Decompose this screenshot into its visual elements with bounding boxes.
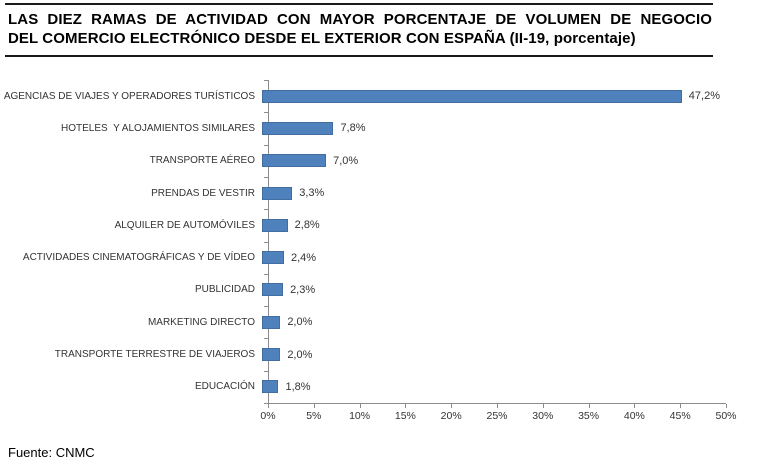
value-label: 2,3%: [290, 283, 316, 296]
category-label: TRANSPORTE TERRESTRE DE VIAJEROS: [54, 349, 255, 361]
x-axis-tick-label: 30%: [532, 409, 554, 422]
value-label: 3,3%: [299, 187, 325, 200]
bar-area: 7,0%: [262, 145, 720, 177]
value-label: 7,8%: [340, 122, 366, 135]
y-axis-tick: [264, 273, 268, 275]
chart-row: ALQUILER DE AUTOMÓVILES 2,8%: [0, 209, 760, 241]
x-axis-tick: [497, 403, 498, 408]
y-axis-line: [264, 80, 269, 404]
value-label: 2,4%: [290, 251, 317, 264]
x-axis-tick: [726, 403, 727, 408]
y-axis-tick: [264, 306, 268, 308]
category-label: PUBLICIDAD: [194, 284, 255, 296]
y-axis-tick: [264, 241, 268, 243]
category-label: AGENCIAS DE VIAJES Y OPERADORES TURÍSTIC…: [3, 90, 255, 102]
plot-rows: AGENCIAS DE VIAJES Y OPERADORES TURÍSTIC…: [0, 80, 760, 404]
x-axis-tick: [268, 403, 269, 408]
x-axis-tick: [680, 403, 682, 408]
x-axis-tick-label: 35%: [578, 409, 600, 422]
bar-area: 1,8%: [262, 371, 720, 403]
x-axis-tick: [313, 403, 315, 408]
y-axis-tick: [264, 403, 268, 404]
bar: [262, 251, 284, 265]
bar: [262, 89, 682, 103]
x-axis-tick-label: 20%: [440, 409, 462, 422]
x-axis-tick: [588, 403, 590, 408]
y-axis-tick: [264, 176, 268, 178]
chart-row: PUBLICIDAD 2,3%: [0, 274, 760, 306]
x-axis-tick-label: 40%: [623, 409, 645, 422]
bar: [262, 186, 293, 200]
chart-row: MARKETING DIRECTO 2,0%: [0, 306, 760, 338]
value-label: 2,0%: [287, 348, 313, 361]
x-axis-tick: [542, 403, 544, 408]
bar: [262, 283, 284, 297]
y-axis-tick: [264, 80, 268, 81]
value-label: 47,2%: [688, 90, 720, 103]
x-axis-tick-label: 15%: [394, 409, 416, 422]
bar-area: 7,8%: [262, 112, 720, 144]
category-label: PRENDAS DE VESTIR: [151, 187, 255, 199]
chart-title-line-1: LAS DIEZ RAMAS DE ACTIVIDAD CON MAYOR PO…: [8, 11, 712, 28]
y-axis-tick: [264, 112, 268, 114]
bar-area: 2,0%: [262, 338, 720, 370]
bar: [262, 315, 281, 329]
x-axis: 0% 5% 10% 15% 20% 25% 30% 35% 40% 45% 50%: [260, 402, 737, 426]
value-label: 1,8%: [285, 380, 311, 393]
y-axis-tick: [264, 144, 268, 146]
bar-chart: AGENCIAS DE VIAJES Y OPERADORES TURÍSTIC…: [0, 80, 760, 426]
x-axis-tick-label: 45%: [669, 409, 691, 422]
x-axis-tick-label: 25%: [486, 409, 508, 422]
x-axis-tick: [451, 403, 453, 408]
bar-area: 2,0%: [262, 306, 720, 338]
chart-row: TRANSPORTE TERRESTRE DE VIAJEROS 2,0%: [0, 338, 760, 370]
y-axis-tick: [264, 209, 268, 211]
chart-row: HOTELES Y ALOJAMIENTOS SIMILARES 7,8%: [0, 112, 760, 144]
bar: [262, 121, 334, 135]
bar-area: 3,3%: [262, 177, 720, 209]
category-label: MARKETING DIRECTO: [147, 316, 255, 328]
value-label: 2,0%: [287, 316, 313, 329]
category-label: ALQUILER DE AUTOMÓVILES: [114, 219, 255, 231]
bar-area: 2,8%: [262, 209, 720, 241]
value-label: 2,8%: [294, 219, 320, 232]
bar: [262, 380, 279, 394]
chart-title-line-2: DEL COMERCIO ELECTRÓNICO DESDE EL EXTERI…: [8, 30, 636, 47]
value-label: 7,0%: [333, 154, 359, 167]
bar: [262, 218, 288, 232]
source-note: Fuente: CNMC: [8, 445, 95, 460]
bar-area: 47,2%: [262, 80, 720, 112]
chart-row: ACTIVIDADES CINEMATOGRÁFICAS Y DE VÍDEO 2…: [0, 241, 760, 273]
title-block: LAS DIEZ RAMAS DE ACTIVIDAD CON MAYOR PO…: [5, 3, 713, 57]
x-axis-tick: [359, 403, 361, 408]
y-axis-tick: [264, 370, 268, 372]
x-axis-tick-label: 10%: [349, 409, 371, 422]
x-axis-tick: [634, 403, 636, 408]
bar-area: 2,4%: [262, 241, 720, 273]
category-label: EDUCACIÓN: [194, 381, 255, 393]
x-axis-tick-label: 0%: [260, 409, 276, 422]
y-axis-tick: [264, 338, 268, 340]
x-axis-tick-label: 50%: [715, 409, 737, 422]
category-label: TRANSPORTE AÉREO: [149, 155, 255, 167]
bar: [262, 348, 281, 362]
bar: [262, 154, 327, 168]
category-label: HOTELES Y ALOJAMIENTOS SIMILARES: [61, 122, 255, 134]
chart-row: PRENDAS DE VESTIR 3,3%: [0, 177, 760, 209]
chart-row: TRANSPORTE AÉREO 7,0%: [0, 145, 760, 177]
chart-row: AGENCIAS DE VIAJES Y OPERADORES TURÍSTIC…: [0, 80, 760, 112]
x-axis-tick-label: 5%: [306, 409, 322, 422]
category-label: ACTIVIDADES CINEMATOGRÁFICAS Y DE VÍDEO: [22, 252, 255, 264]
x-axis-tick: [405, 403, 407, 408]
bar-area: 2,3%: [262, 274, 720, 306]
chart-row: EDUCACIÓN 1,8%: [0, 371, 760, 403]
